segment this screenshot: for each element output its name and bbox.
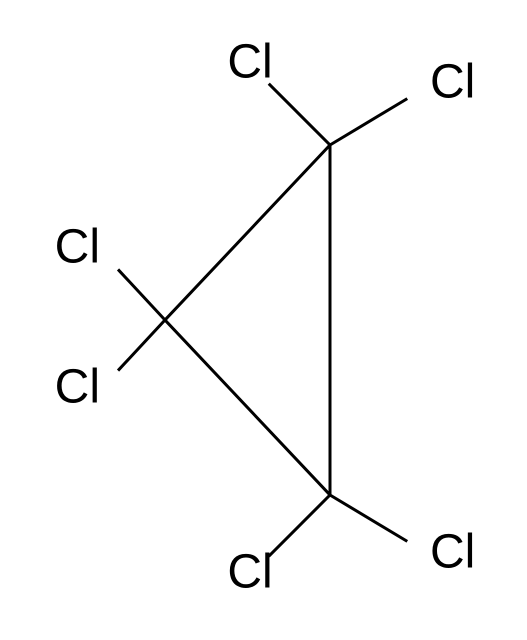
atom-label-cl_1b: Cl xyxy=(430,56,475,109)
molecule-diagram: Cl Cl Cl Cl Cl Cl xyxy=(0,0,527,640)
atom-label-cl_2a: Cl xyxy=(55,221,100,274)
atom-label-cl_3a: Cl xyxy=(227,546,272,599)
atom-label-cl_2b: Cl xyxy=(55,361,100,414)
atom-label-cl_3b: Cl xyxy=(430,526,475,579)
bond xyxy=(270,85,330,145)
bond xyxy=(330,495,406,541)
bond xyxy=(119,271,165,320)
bond xyxy=(330,99,406,145)
bond xyxy=(119,320,165,369)
atom-label-cl_1a: Cl xyxy=(227,36,272,89)
bond xyxy=(165,320,330,495)
bond xyxy=(270,495,330,555)
bond xyxy=(165,145,330,320)
